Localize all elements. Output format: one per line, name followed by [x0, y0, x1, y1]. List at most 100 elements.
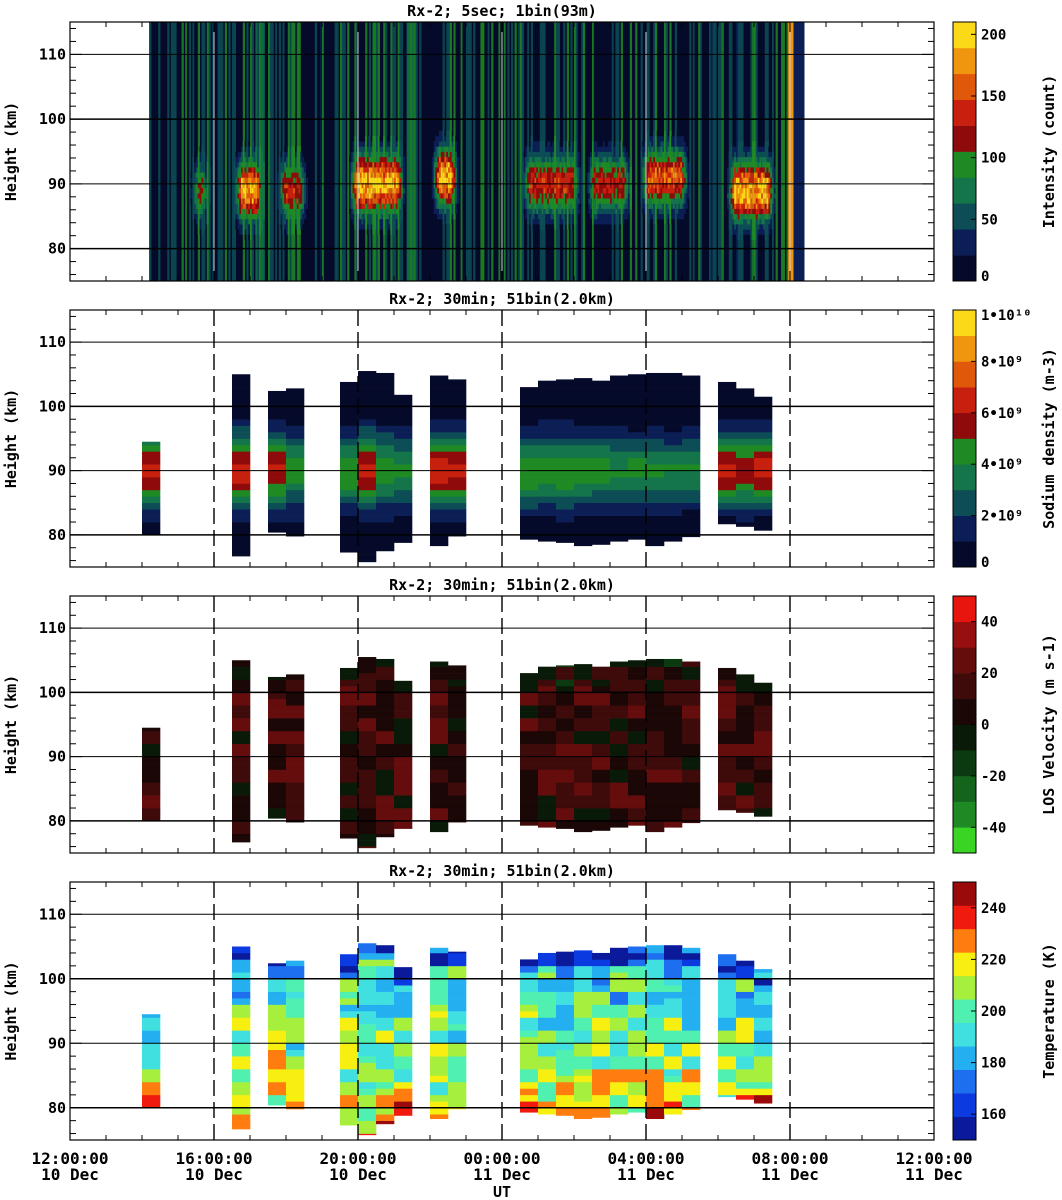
- intensity-cell: [683, 213, 686, 220]
- intensity-cell: [390, 167, 393, 173]
- intensity-cell: [619, 203, 622, 209]
- bin-cell: [736, 477, 755, 484]
- intensity-cell: [530, 167, 533, 173]
- bin-cell: [286, 705, 305, 712]
- intensity-cell: [601, 172, 604, 178]
- intensity-cell: [368, 177, 371, 183]
- intensity-cell: [574, 167, 577, 173]
- bin-cell: [232, 1036, 251, 1044]
- bin-cell: [358, 692, 377, 700]
- intensity-cell: [453, 198, 456, 204]
- intensity-cell: [350, 208, 353, 215]
- intensity-cell: [772, 218, 775, 225]
- intensity-cell: [278, 177, 281, 183]
- bin-cell: [268, 1088, 287, 1096]
- intensity-cell: [246, 229, 249, 235]
- bin-cell: [376, 425, 395, 433]
- bin-cell: [358, 673, 377, 680]
- intensity-cell: [669, 151, 672, 158]
- bin-cell: [376, 743, 395, 751]
- intensity-cell: [727, 177, 730, 183]
- bin-cell: [682, 419, 701, 426]
- bin-cell: [394, 394, 413, 401]
- bin-cell: [286, 470, 305, 478]
- intensity-cell: [547, 151, 550, 158]
- intensity-cell: [592, 208, 595, 215]
- bin-cell: [286, 425, 305, 433]
- bin-cell: [610, 393, 629, 401]
- intensity-cell: [284, 177, 287, 183]
- intensity-cell: [248, 203, 251, 209]
- intensity-cell: [665, 203, 668, 209]
- intensity-cell: [300, 213, 303, 220]
- bin-cell: [574, 406, 593, 414]
- bin-cell: [232, 1081, 251, 1089]
- intensity-cell: [253, 146, 256, 152]
- intensity-streak: [775, 22, 778, 281]
- intensity-cell: [536, 182, 539, 189]
- intensity-cell: [250, 156, 253, 163]
- intensity-cell: [568, 182, 571, 189]
- intensity-cell: [386, 141, 389, 147]
- bin-cell: [268, 1094, 287, 1102]
- intensity-cell: [237, 224, 240, 230]
- bin-cell: [520, 769, 539, 777]
- intensity-cell: [622, 172, 625, 178]
- bin-cell: [628, 711, 647, 719]
- intensity-cell: [748, 156, 751, 163]
- intensity-cell: [235, 187, 238, 194]
- bin-cell: [574, 477, 593, 484]
- intensity-cell: [764, 151, 767, 158]
- intensity-cell: [386, 177, 389, 183]
- intensity-cell: [359, 146, 362, 152]
- bin-cell: [358, 959, 377, 967]
- intensity-cell: [676, 203, 679, 209]
- intensity-cell: [655, 192, 658, 199]
- intensity-cell: [685, 141, 688, 147]
- intensity-cell: [257, 192, 260, 199]
- bin-cell: [628, 673, 647, 680]
- bin-cell: [646, 679, 665, 687]
- intensity-cell: [547, 182, 550, 189]
- bin-cell: [268, 432, 287, 439]
- intensity-cell: [534, 156, 537, 163]
- intensity-cell: [730, 213, 733, 220]
- intensity-cell: [538, 141, 541, 147]
- intensity-cell: [566, 198, 569, 204]
- bin-cell: [142, 522, 161, 529]
- intensity-cell: [770, 161, 773, 168]
- intensity-cell: [552, 218, 555, 225]
- intensity-cell: [604, 187, 607, 194]
- bin-cell: [574, 775, 593, 783]
- intensity-cell: [370, 135, 373, 142]
- bin-cell: [394, 419, 413, 426]
- intensity-cell: [664, 208, 667, 215]
- intensity-cell: [390, 156, 393, 163]
- bin-cell: [394, 1101, 413, 1109]
- intensity-cell: [570, 177, 573, 183]
- intensity-cell: [750, 161, 753, 168]
- intensity-cell: [727, 187, 730, 194]
- bin-cell: [736, 685, 755, 693]
- bin-cell: [448, 991, 467, 999]
- intensity-cell: [196, 213, 199, 220]
- intensity-cell: [291, 208, 294, 215]
- bin-cell: [358, 522, 377, 529]
- intensity-cell: [525, 213, 528, 220]
- intensity-cell: [541, 182, 544, 189]
- intensity-cell: [536, 213, 539, 220]
- bin-cell: [340, 991, 359, 999]
- intensity-cell: [295, 172, 298, 178]
- bin-cell: [340, 978, 359, 986]
- intensity-cell: [619, 151, 622, 158]
- intensity-cell: [282, 229, 285, 235]
- intensity-cell: [259, 167, 262, 173]
- bin-cell: [664, 470, 683, 478]
- bin-cell: [340, 451, 359, 459]
- intensity-cell: [766, 177, 769, 183]
- intensity-cell: [237, 161, 240, 168]
- intensity-cell: [653, 213, 656, 220]
- intensity-cell: [372, 161, 375, 168]
- intensity-cell: [291, 182, 294, 189]
- intensity-cell: [302, 192, 305, 199]
